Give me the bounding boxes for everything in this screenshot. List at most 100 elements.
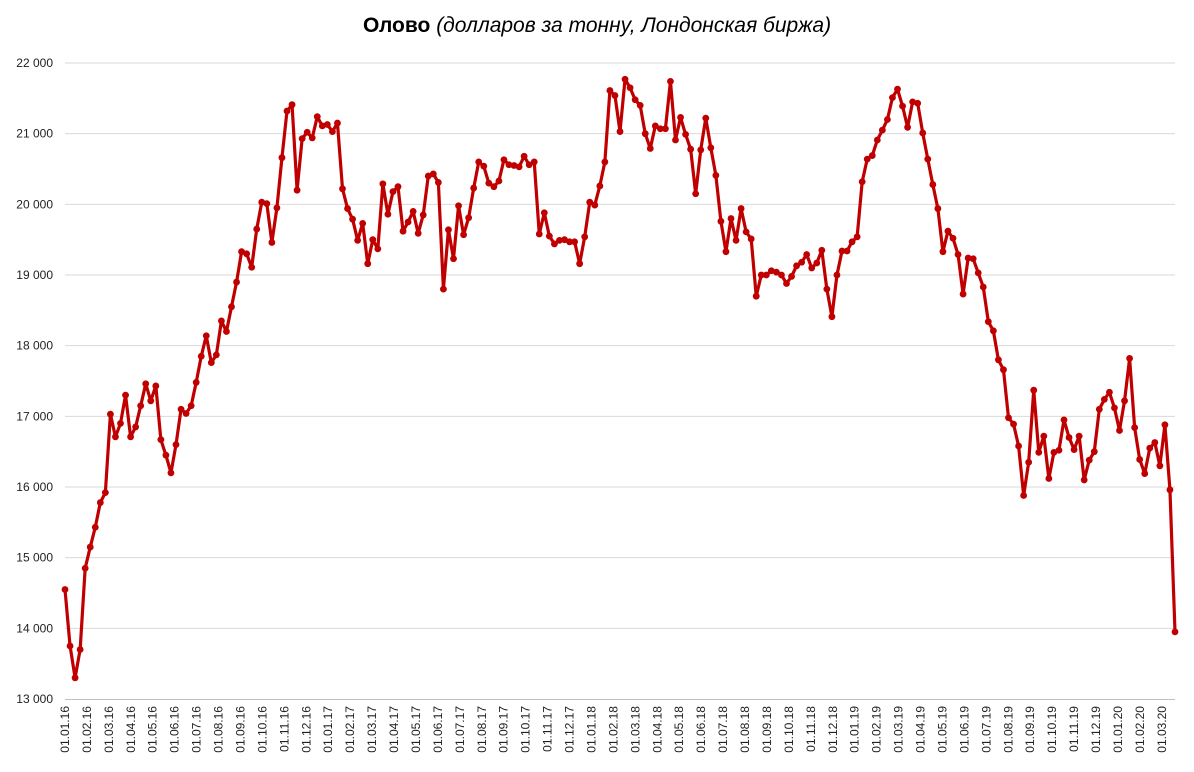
data-point: [283, 107, 291, 115]
data-point: [773, 268, 780, 276]
data-point: [445, 226, 452, 234]
data-point: [1146, 444, 1154, 452]
data-point: [364, 260, 372, 268]
x-tick-label: 01.01.19: [848, 706, 862, 753]
x-tick-label: 01.09.18: [760, 706, 774, 753]
data-point: [899, 102, 906, 110]
x-tick-label: 01.04.18: [650, 706, 664, 753]
data-point: [697, 146, 705, 154]
data-point: [1161, 421, 1169, 429]
data-point: [182, 410, 190, 417]
x-tick-label: 01.07.19: [979, 706, 993, 753]
data-point: [399, 227, 407, 235]
data-point: [641, 130, 649, 138]
data-point: [162, 451, 170, 459]
data-point: [96, 499, 104, 506]
x-tick-label: 01.10.17: [519, 706, 533, 753]
series-line: [63, 77, 1177, 680]
data-point: [152, 382, 160, 390]
x-tick-label: 01.07.18: [716, 706, 730, 753]
data-point: [212, 351, 220, 359]
data-point: [233, 278, 240, 286]
data-point: [989, 327, 997, 335]
data-point: [1090, 448, 1098, 456]
x-tick-label: 01.05.17: [409, 706, 423, 753]
y-tick-label: 14 000: [16, 621, 53, 635]
y-tick-label: 13 000: [16, 692, 53, 706]
data-point: [1156, 462, 1164, 470]
data-point: [253, 225, 261, 233]
data-point: [964, 254, 972, 262]
data-point: [586, 198, 594, 206]
data-point: [202, 332, 210, 340]
data-point: [329, 128, 336, 135]
data-point: [566, 238, 573, 246]
data-point: [702, 114, 710, 122]
data-point: [434, 179, 442, 186]
x-tick-label: 01.03.18: [628, 706, 642, 753]
y-tick-label: 18 000: [16, 339, 53, 353]
data-point: [429, 170, 437, 178]
data-point: [1095, 405, 1103, 413]
data-point: [167, 469, 175, 477]
data-point: [1080, 476, 1088, 484]
y-tick-label: 21 000: [16, 127, 53, 141]
data-point: [480, 162, 488, 170]
data-point: [889, 94, 896, 102]
data-point: [374, 245, 382, 253]
series-points: [61, 75, 1179, 682]
data-point: [747, 235, 755, 243]
x-tick-label: 01.12.18: [826, 706, 840, 753]
data-point: [762, 271, 770, 279]
data-point: [475, 158, 483, 166]
data-point: [576, 260, 584, 268]
data-point: [76, 646, 84, 653]
data-point: [359, 220, 367, 227]
data-point: [394, 183, 402, 191]
data-point: [1040, 432, 1048, 440]
data-point: [717, 217, 725, 225]
data-point: [91, 523, 99, 531]
data-point: [995, 356, 1002, 364]
data-point: [545, 232, 553, 240]
data-point: [1131, 424, 1139, 432]
data-point: [389, 188, 397, 196]
data-point: [1000, 366, 1007, 374]
data-point: [530, 158, 538, 166]
data-point: [112, 433, 119, 441]
data-point: [409, 208, 417, 215]
data-point: [939, 248, 947, 256]
x-tick-label: 01.02.18: [606, 706, 620, 753]
data-point: [626, 84, 634, 92]
data-point: [268, 239, 276, 246]
x-tick-label: 01.05.19: [935, 706, 949, 753]
data-point: [858, 178, 866, 186]
data-point: [878, 126, 886, 134]
data-point: [465, 214, 473, 222]
data-point: [848, 238, 856, 246]
data-point: [308, 134, 316, 142]
x-tick-label: 01.10.19: [1045, 706, 1059, 753]
data-point: [298, 135, 306, 143]
data-point: [470, 184, 478, 192]
chart-title-italic: (долларов за тонну, Лондонская биржа): [430, 14, 832, 37]
data-point: [81, 564, 89, 572]
data-point: [525, 161, 533, 169]
data-point: [142, 380, 150, 388]
x-tick-label: 01.09.17: [497, 706, 511, 753]
x-tick-label: 01.11.19: [1067, 706, 1081, 752]
data-point: [1045, 475, 1053, 482]
data-point: [379, 180, 387, 188]
data-point: [349, 215, 356, 223]
data-point: [1100, 395, 1108, 403]
data-point: [929, 181, 937, 188]
x-tick-label: 01.08.18: [738, 706, 752, 753]
data-point: [636, 102, 644, 109]
data-point: [853, 233, 861, 241]
data-point: [757, 271, 765, 279]
data-point: [293, 186, 301, 194]
data-point: [783, 280, 790, 287]
data-point: [1121, 397, 1128, 405]
x-tick-label: 01.04.16: [124, 706, 138, 753]
x-tick-label: 01.07.17: [453, 706, 467, 753]
